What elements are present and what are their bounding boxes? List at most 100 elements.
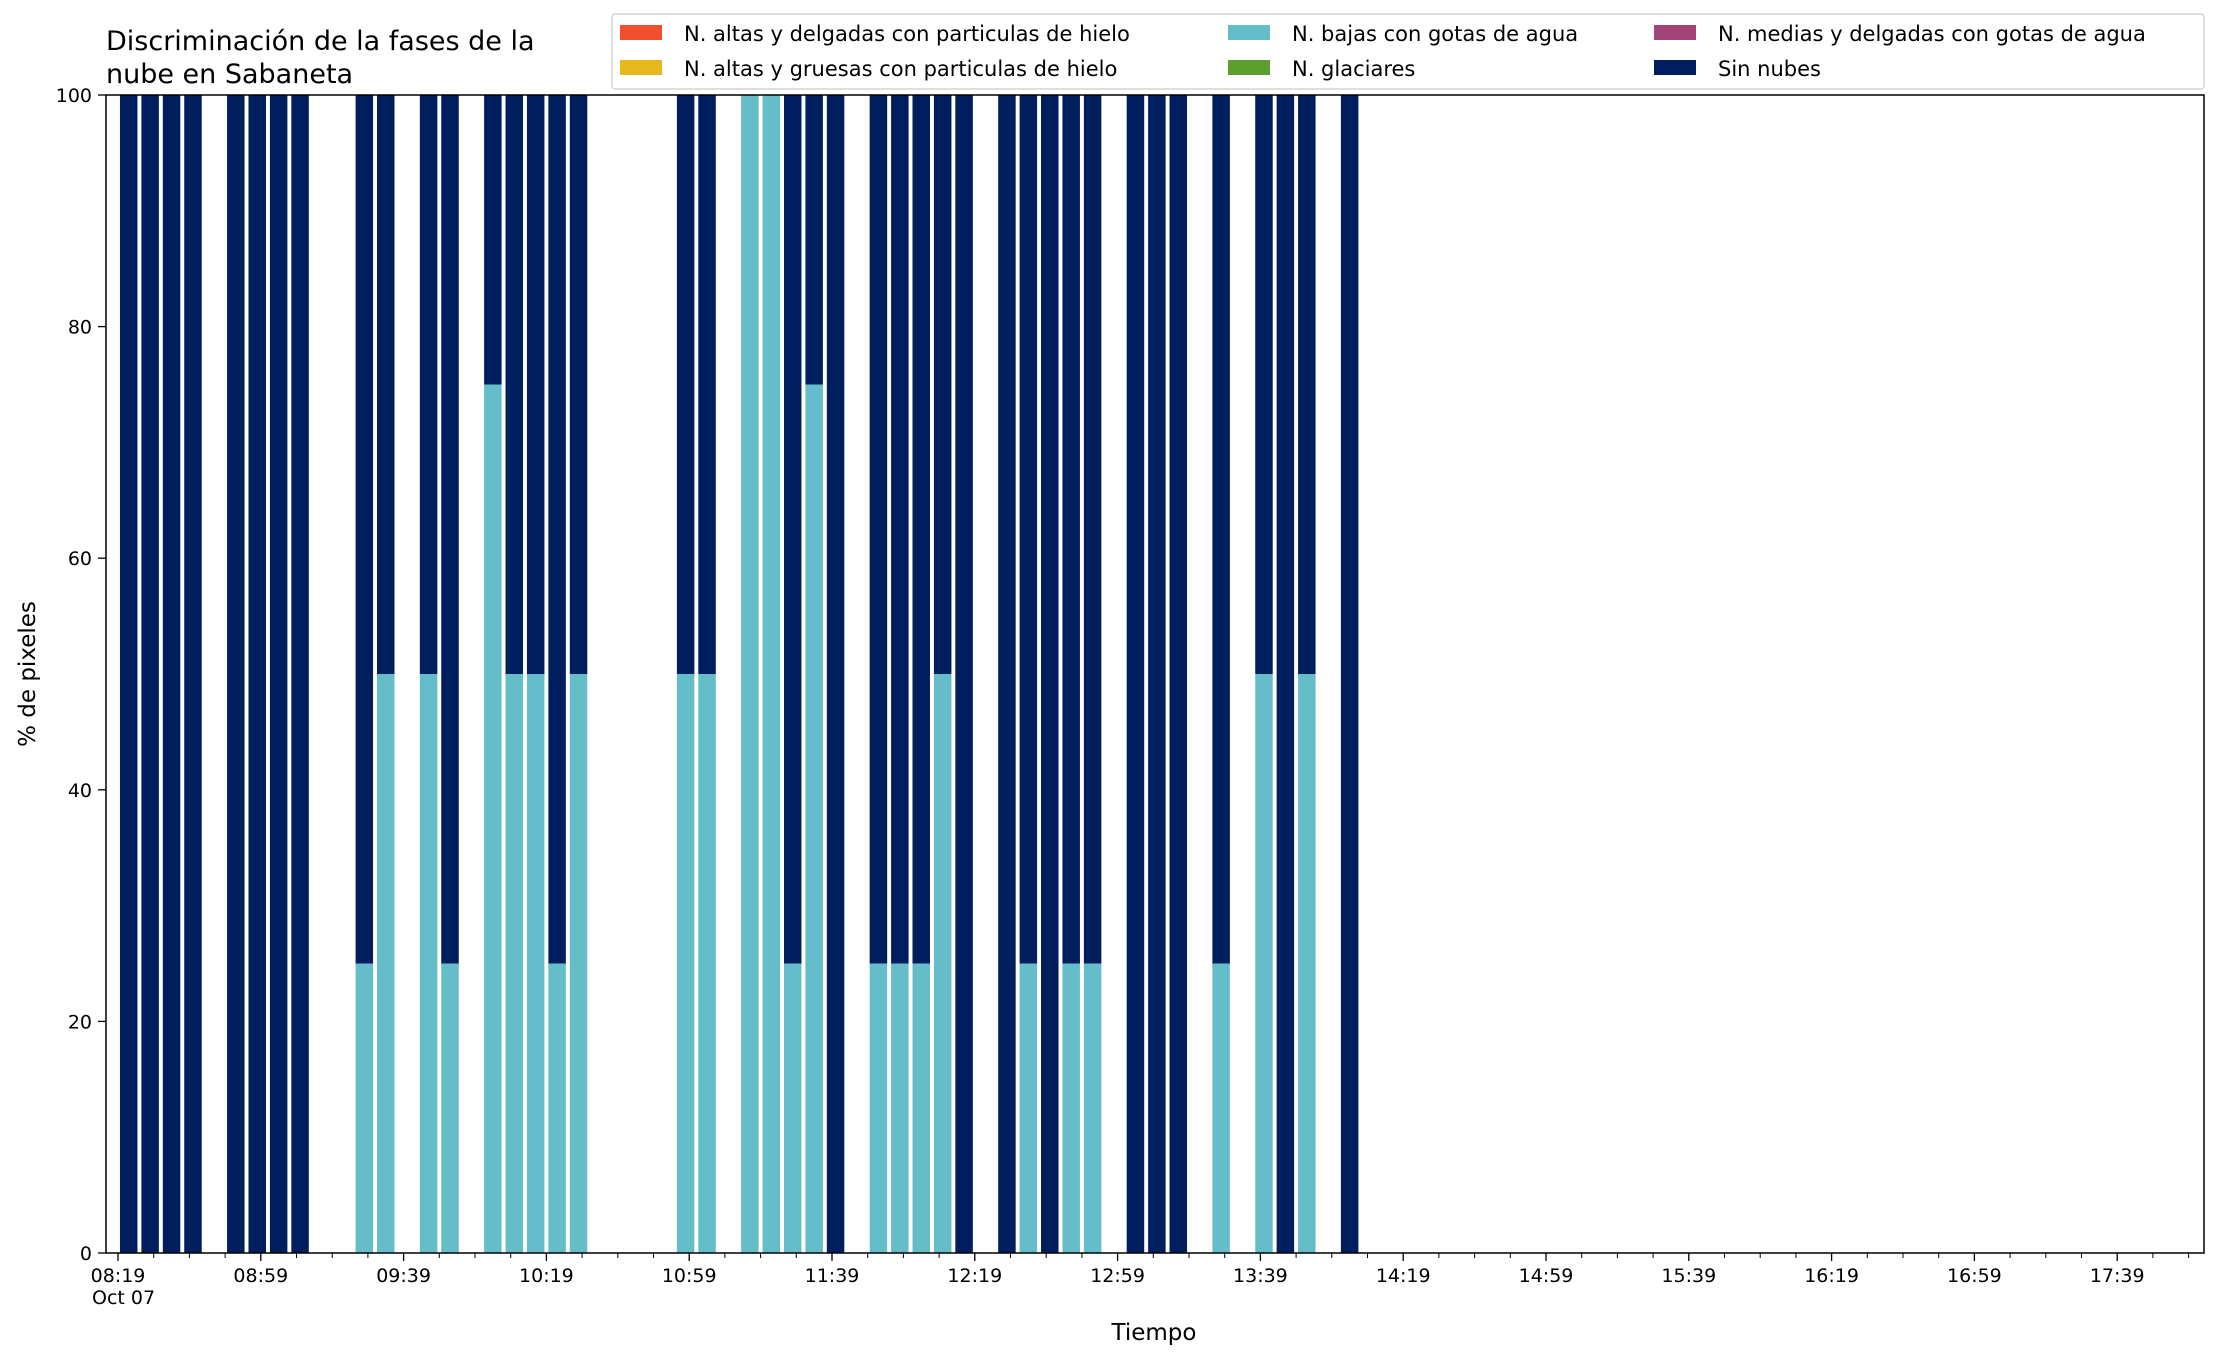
bar-segment-23-series-6 [805, 95, 823, 385]
x-tick-label-6: 11:39 [805, 1265, 860, 1287]
chart-title-line-2: nube en Sabaneta [106, 59, 353, 90]
y-tick-label-4: 60 [68, 548, 92, 570]
bar-segment-41-series-6 [1298, 95, 1316, 674]
bar-segment-32-series-6 [1041, 95, 1059, 1253]
bar-segment-24-series-6 [826, 95, 845, 1253]
y-tick-label-3: 40 [68, 780, 92, 802]
bar-segment-11-series-3 [419, 674, 438, 1253]
x-tick-label-11: 14:59 [1519, 1265, 1574, 1287]
bar-segment-14-series-6 [505, 95, 524, 674]
x-axis-ticks: 08:19 08:59 09:39 10:19 10:59 11:39 12:19 12:59… [91, 1253, 2190, 1287]
x-tick-label-13: 16:19 [1804, 1265, 1859, 1287]
bar-segment-12-series-3 [441, 963, 459, 1253]
bar-segment-40-series-6 [1276, 95, 1295, 1253]
bar-segment-29-series-6 [955, 95, 973, 1253]
bar-segment-39-series-3 [1255, 674, 1273, 1253]
legend-swatch-4 [1228, 60, 1270, 75]
bar-segment-10-series-6 [377, 95, 395, 674]
bar-segment-17-series-3 [569, 674, 588, 1253]
bar-segment-13-series-6 [484, 95, 502, 385]
bar-segment-14-series-3 [505, 674, 524, 1253]
bar-segment-28-series-6 [933, 95, 952, 674]
bar-segment-28-series-3 [933, 674, 952, 1253]
x-tick-label-15: 17:39 [2090, 1265, 2145, 1287]
bar-segment-5-series-6 [227, 95, 245, 1253]
x-axis-date-label: Oct 07 [92, 1287, 155, 1309]
bar-segment-25-series-6 [869, 95, 888, 964]
bar-segment-41-series-3 [1298, 674, 1316, 1253]
bar-segment-33-series-6 [1062, 95, 1080, 964]
x-tick-label-9: 13:39 [1233, 1265, 1288, 1287]
y-axis-ticks: 0 20 40 60 80 100 [56, 85, 106, 1265]
legend-label-1: N. altas y delgadas con particulas de hi… [684, 22, 1130, 46]
legend-swatch-3 [1228, 25, 1270, 40]
x-tick-label-3: 09:39 [376, 1265, 431, 1287]
bar-segment-22-series-3 [783, 963, 802, 1253]
y-tick-label-5: 80 [68, 317, 92, 339]
bar-segment-6-series-6 [248, 95, 266, 1253]
bar-segment-27-series-6 [912, 95, 930, 964]
bar-segment-9-series-6 [355, 95, 374, 964]
bar-segment-3-series-6 [162, 95, 181, 1253]
y-tick-label-1: 0 [80, 1243, 92, 1265]
bar-segment-34-series-3 [1083, 963, 1102, 1253]
bar-segment-13-series-3 [484, 384, 502, 1253]
legend: N. altas y delgadas con particulas de hi… [611, 13, 2205, 90]
bar-segment-33-series-3 [1062, 963, 1080, 1253]
bar-segment-31-series-3 [1019, 963, 1038, 1253]
bar-segment-9-series-3 [355, 963, 374, 1253]
x-tick-label-7: 12:19 [947, 1265, 1002, 1287]
bars [119, 95, 1359, 1253]
legend-label-6: Sin nubes [1718, 57, 1821, 81]
bar-segment-27-series-3 [912, 963, 930, 1253]
legend-label-2: N. altas y gruesas con particulas de hie… [684, 57, 1117, 81]
legend-label-3: N. bajas con gotas de agua [1292, 22, 1578, 46]
bar-segment-30-series-6 [998, 95, 1016, 1253]
bar-segment-21-series-3 [762, 95, 781, 1253]
bar-segment-42-series-6 [1340, 95, 1359, 1253]
legend-swatch-1 [620, 25, 662, 40]
bar-segment-12-series-6 [441, 95, 459, 964]
bar-segment-7-series-6 [269, 95, 288, 1253]
bar-segment-4-series-6 [184, 95, 202, 1253]
bar-segment-19-series-6 [698, 95, 716, 674]
y-tick-label-2: 20 [68, 1011, 92, 1033]
x-tick-label-1: 08:19 [91, 1265, 146, 1287]
legend-frame [611, 13, 2205, 90]
bar-segment-38-series-3 [1212, 963, 1230, 1253]
bar-segment-10-series-3 [377, 674, 395, 1253]
bar-segment-16-series-6 [548, 95, 566, 964]
legend-label-4: N. glaciares [1292, 57, 1415, 81]
legend-label-5: N. medias y delgadas con gotas de agua [1718, 22, 2146, 46]
bar-segment-20-series-3 [741, 95, 759, 1253]
bar-segment-26-series-6 [891, 95, 909, 964]
x-tick-label-8: 12:59 [1090, 1265, 1145, 1287]
bar-segment-35-series-6 [1126, 95, 1145, 1253]
bar-segment-18-series-6 [676, 95, 695, 674]
bar-segment-36-series-6 [1148, 95, 1166, 1253]
x-tick-label-4: 10:19 [519, 1265, 574, 1287]
x-tick-label-14: 16:59 [1947, 1265, 2002, 1287]
legend-swatch-6 [1654, 60, 1696, 75]
bar-segment-11-series-6 [419, 95, 438, 674]
bar-segment-37-series-6 [1169, 95, 1188, 1253]
y-tick-label-6: 100 [56, 85, 92, 107]
bar-segment-25-series-3 [869, 963, 888, 1253]
plot-frame [105, 94, 2205, 1254]
bar-segment-23-series-3 [805, 384, 823, 1253]
x-tick-label-2: 08:59 [233, 1265, 288, 1287]
bar-segment-1-series-6 [119, 95, 138, 1253]
bar-segment-15-series-3 [526, 674, 545, 1253]
bar-segment-2-series-6 [141, 95, 159, 1253]
bar-segment-39-series-6 [1255, 95, 1273, 674]
bar-segment-34-series-6 [1083, 95, 1102, 964]
bar-segment-18-series-3 [676, 674, 695, 1253]
x-axis-label: Tiempo [1111, 1320, 1197, 1346]
bar-segment-38-series-6 [1212, 95, 1230, 964]
bar-segment-16-series-3 [548, 963, 566, 1253]
bar-segment-31-series-6 [1019, 95, 1038, 964]
legend-swatch-2 [620, 60, 662, 75]
legend-swatch-5 [1654, 25, 1696, 40]
